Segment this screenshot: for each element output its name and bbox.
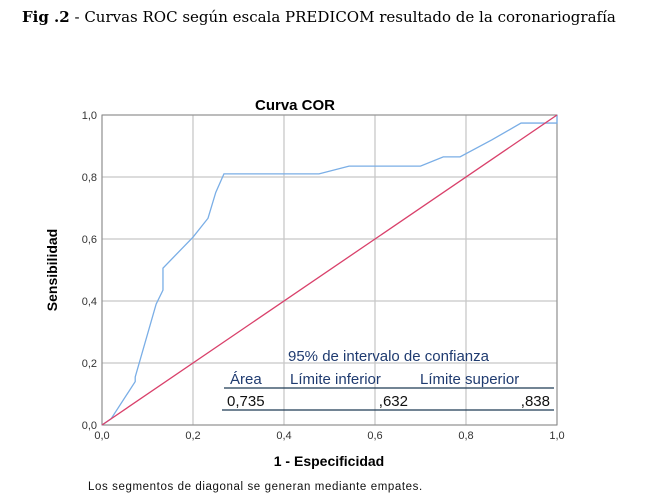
table-header-area: Área: [230, 371, 262, 388]
x-tick-label: 0,4: [276, 430, 291, 442]
y-tick-label: 1,0: [82, 110, 97, 122]
roc-curve: [101, 115, 558, 426]
table-value-lower: ,632: [379, 393, 408, 410]
y-tick-label: 0,8: [82, 172, 97, 184]
table-group-header: 95% de intervalo de confianza: [288, 348, 490, 365]
x-tick-label: 0,6: [367, 430, 382, 442]
auc-table: 95% de intervalo de confianza Área Límit…: [222, 348, 554, 411]
x-tick-label: 0,8: [458, 430, 473, 442]
y-tick-label: 0,0: [82, 420, 97, 432]
footnote: Los segmentos de diagonal se generan med…: [88, 481, 423, 493]
chart-title: Curva COR: [255, 97, 335, 114]
figure-label: Fig .2: [22, 8, 70, 26]
x-axis-label: 1 - Especificidad: [274, 453, 384, 469]
table-header-lower: Límite inferior: [290, 371, 381, 388]
reference-line: [101, 114, 558, 426]
y-tick-label: 0,2: [82, 358, 97, 370]
x-tick-label: 1,0: [549, 430, 564, 442]
y-axis-label: Sensibilidad: [44, 229, 60, 311]
x-tick-label: 0,0: [94, 430, 109, 442]
x-tick-label: 0,2: [185, 430, 200, 442]
table-value-upper: ,838: [521, 393, 550, 410]
y-tick-label: 0,6: [82, 234, 97, 246]
y-tick-label: 0,4: [82, 296, 97, 308]
table-value-area: 0,735: [227, 393, 265, 410]
plot-frame: [101, 114, 558, 426]
table-header-upper: Límite superior: [420, 371, 519, 388]
figure-caption-text: - Curvas ROC según escala PREDICOM resul…: [69, 8, 616, 26]
figure-caption: Fig .2 - Curvas ROC según escala PREDICO…: [22, 8, 616, 26]
